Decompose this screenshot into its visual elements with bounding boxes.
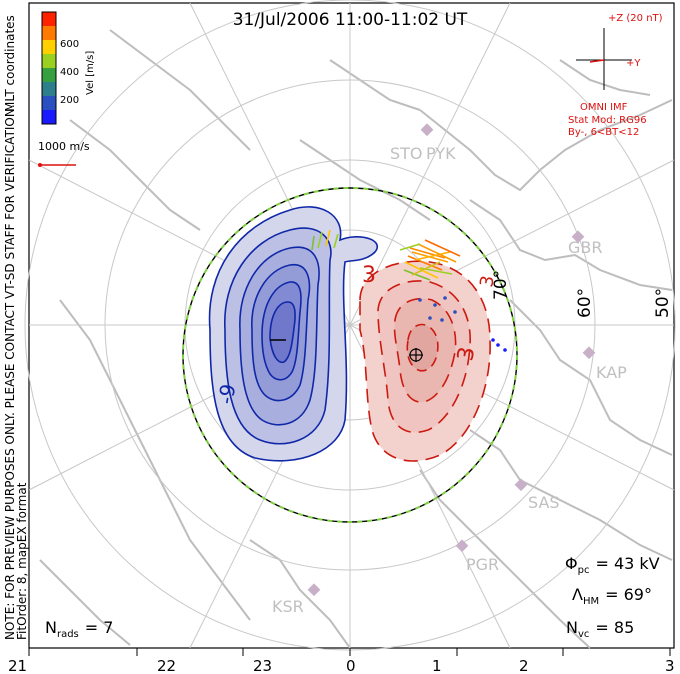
imf-source: OMNI IMF	[580, 102, 628, 113]
station-label-sto: STO	[390, 144, 423, 163]
mlt-tick-3: 3	[665, 657, 675, 674]
contour-label-positive-2: 3	[453, 345, 480, 363]
coastlines	[39, 29, 673, 649]
station-label-gbr: GBR	[568, 238, 603, 257]
mlt-tick-23: 23	[253, 657, 272, 674]
station-labels: STO PYK GBR KAP SAS PGR KSR	[272, 144, 627, 616]
mlt-tick-22: 22	[157, 657, 176, 674]
map-stats: Φpc = 43 kV ΛHM = 69° Nvc = 85 Nrads = 7	[45, 554, 660, 640]
stat-lambda-hm: ΛHM = 69°	[572, 585, 652, 607]
contour-label-positive-3: 3	[476, 274, 499, 289]
imf-z-label: +Z (20 nT)	[608, 13, 663, 24]
contour-label-negative: -9	[213, 382, 240, 406]
colorbar-tick-600: 600	[60, 39, 79, 50]
stat-n-rads: Nrads = 7	[45, 618, 113, 640]
mlt-axis: 21 22 23 0 1 2 3	[8, 648, 675, 674]
reference-vector-label: 1000 m/s	[38, 140, 90, 153]
lat-label-50: 50°	[653, 288, 673, 318]
imf-model-line1: Stat Mod: RG96	[568, 115, 647, 126]
station-label-sas: SAS	[528, 493, 560, 512]
velocity-vectors	[311, 229, 507, 352]
negative-potential-cell	[208, 206, 378, 462]
station-label-kap: KAP	[596, 363, 627, 382]
colorbar-tick-200: 200	[60, 95, 79, 106]
lat-label-70: 70°	[491, 270, 511, 300]
hm-boundary-dashed	[182, 187, 518, 523]
station-label-pyk: PYK	[426, 144, 456, 163]
mlt-tick-1: 1	[432, 657, 442, 674]
stat-phi-pc: Φpc = 43 kV	[565, 554, 660, 576]
preview-note: NOTE: FOR PREVIEW PURPOSES ONLY. PLEASE …	[3, 104, 17, 640]
map-title: 31/Jul/2006 11:00-11:02 UT	[233, 10, 468, 30]
colorbar-unit-label: Vel [m/s]	[85, 51, 96, 95]
mlt-tick-2: 2	[519, 657, 529, 674]
fit-order-note: FitOrder: 8, mapEX format	[15, 482, 29, 640]
mlt-tick-21: 21	[8, 657, 27, 674]
imf-model-line2: By-, 6<BT<12	[568, 127, 639, 138]
coordinates-note: MLT coordinates	[3, 15, 17, 112]
velocity-colorbar: 600 400 200 Vel [m/s]	[41, 11, 96, 125]
positive-potential-cell	[359, 260, 491, 462]
stat-n-vc: Nvc = 85	[566, 618, 634, 640]
mlt-tick-0: 0	[346, 657, 356, 674]
imf-y-label: +Y	[626, 58, 641, 69]
reference-vector: 1000 m/s	[38, 140, 90, 167]
contour-label-positive-1: 3	[362, 263, 376, 288]
imf-panel: +Z (20 nT) +Y OMNI IMF Stat Mod: RG96 By…	[568, 13, 663, 138]
lat-label-60: 60°	[575, 288, 595, 318]
colorbar-tick-400: 400	[60, 67, 79, 78]
station-label-ksr: KSR	[272, 597, 304, 616]
station-label-pgr: PGR	[466, 555, 499, 574]
